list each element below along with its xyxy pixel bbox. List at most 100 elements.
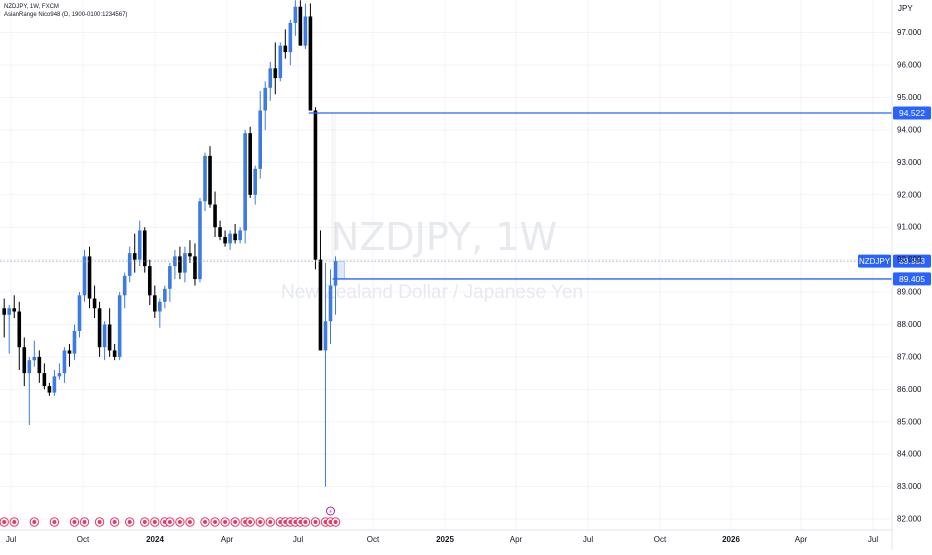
candle-body (173, 256, 177, 267)
candle-body (42, 373, 47, 387)
y-tick-label: 83.000 (897, 482, 922, 491)
symbol-badge (858, 254, 891, 268)
candle-body (193, 256, 197, 280)
candle-body (248, 133, 252, 195)
event-marker-dot (223, 520, 228, 524)
candle-body (37, 356, 42, 374)
candle-body (117, 295, 122, 357)
event-marker-dot (248, 520, 253, 524)
y-tick-label: 87.000 (897, 352, 922, 361)
x-tick-label: 2026 (722, 535, 740, 544)
x-tick-label: Oct (654, 535, 667, 544)
candle-body (168, 266, 172, 289)
x-tick-label: 2024 (146, 535, 164, 544)
y-tick-label: 95.000 (897, 93, 922, 102)
candle-body (158, 301, 162, 312)
x-tick-label: Apr (795, 535, 808, 544)
event-marker-dot (112, 520, 117, 524)
event-marker-dot (97, 520, 102, 524)
y-tick-label: 93.000 (897, 158, 922, 167)
y-tick-label: 92.000 (897, 190, 922, 199)
x-tick-label: Jul (583, 535, 593, 544)
candle-body (127, 253, 132, 276)
candle-body (213, 204, 217, 228)
candle-body (62, 350, 67, 374)
candle-body (183, 253, 187, 273)
level-lines[interactable]: 94.522 89.405 NZDJPY 89.953 (0, 106, 931, 286)
candle-body (293, 6, 298, 23)
x-tick-label: Jul (6, 535, 16, 544)
candles[interactable] (2, 0, 345, 487)
candle-body (77, 295, 82, 331)
candle-body (228, 233, 232, 244)
y-tick-label: 96.000 (897, 61, 922, 70)
event-marker-dot (32, 520, 37, 524)
candle-body (92, 298, 97, 309)
candle-body (278, 45, 283, 79)
event-marker-dot (268, 520, 273, 524)
candle-body (17, 311, 22, 348)
candle-body (208, 155, 212, 205)
candle-body (178, 256, 182, 273)
event-marker-dot (213, 520, 218, 524)
x-tick-label: Oct (367, 535, 380, 544)
event-special-glyph: ⚡ (328, 509, 332, 516)
candle-body (102, 324, 107, 348)
candle-body (328, 285, 333, 322)
event-marker-dot (2, 520, 7, 524)
event-marker-dot (333, 520, 338, 524)
candle-body (153, 295, 157, 312)
candle-body (333, 261, 338, 286)
event-markers[interactable]: ⚡ (0, 506, 341, 527)
y-tick-label: 88.000 (897, 320, 922, 329)
candle-body (12, 308, 17, 312)
event-marker-dot (12, 520, 17, 524)
candle-body (318, 259, 323, 351)
candle-body (112, 350, 117, 357)
event-marker-dot (142, 520, 147, 524)
candle-body (323, 321, 328, 351)
y-tick-label: 84.000 (897, 450, 922, 459)
candle-body (303, 16, 308, 46)
x-tick-label: Oct (77, 535, 90, 544)
candle-body (122, 275, 127, 296)
candle-body (288, 22, 293, 53)
y-tick-label: 97.000 (897, 28, 922, 37)
level-price-badge (893, 272, 931, 286)
candle-body (283, 45, 288, 53)
event-marker-dot (233, 520, 238, 524)
event-marker-dot (177, 520, 182, 524)
event-marker-dot (167, 520, 172, 524)
candle-body (243, 133, 247, 231)
symbol-title: NZDJPY, 1W, FXCM (4, 4, 59, 10)
x-tick-label: 2025 (436, 535, 454, 544)
candle-body (223, 236, 227, 244)
candle-body (198, 201, 202, 280)
event-marker-special (326, 506, 335, 516)
y-tick-label: 91.000 (897, 223, 922, 232)
x-tick-label: Apr (221, 535, 234, 544)
event-marker-dot (82, 520, 87, 524)
session-band (331, 113, 336, 262)
candle-body (22, 347, 27, 374)
level-price-label: 89.405 (899, 274, 925, 284)
event-marker-dot (187, 520, 192, 524)
event-marker-dot (72, 520, 77, 524)
currency-label: JPY (898, 4, 913, 13)
candle-body (27, 360, 32, 374)
x-tick-label: Apr (510, 535, 523, 544)
candle-body (298, 6, 303, 46)
last-price-badge (893, 254, 931, 268)
x-tick-label: Jul (293, 535, 303, 544)
event-marker-dot (303, 520, 308, 524)
level-price-label: 94.522 (899, 108, 925, 118)
candle-body (263, 87, 268, 111)
candle-body (137, 230, 142, 260)
candle-body (218, 227, 222, 237)
candle-body (308, 16, 313, 111)
candle-body (203, 155, 207, 202)
candle-body (67, 350, 72, 354)
